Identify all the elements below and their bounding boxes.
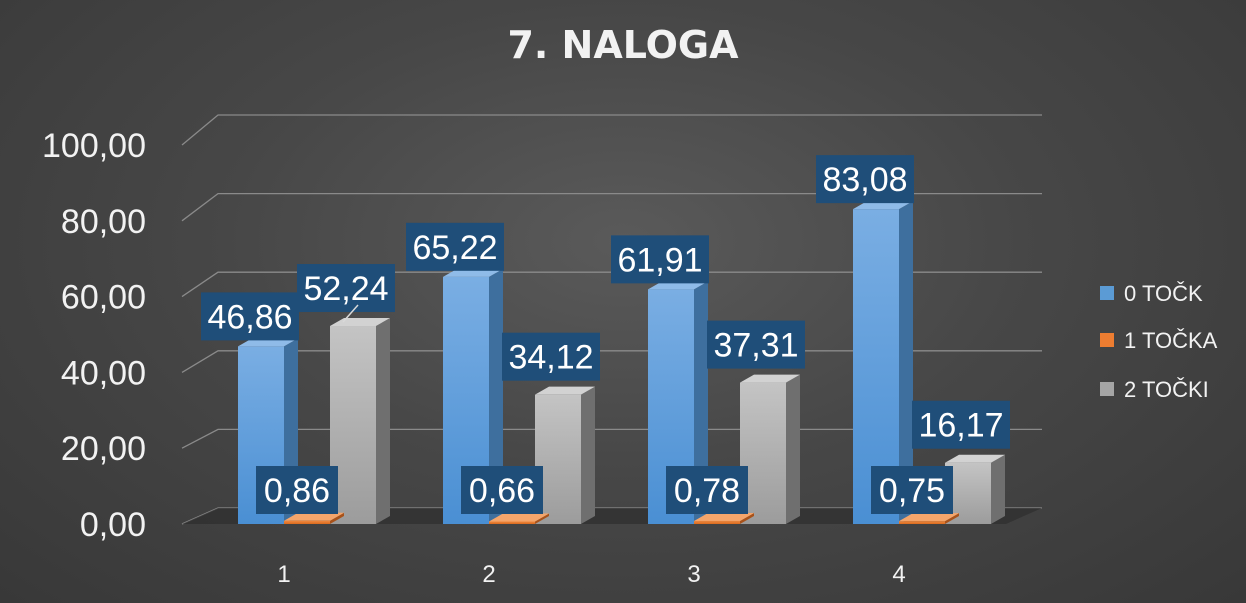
y-tick-label: 20,00: [61, 430, 146, 468]
data-label-box: [502, 332, 600, 381]
bar: [535, 386, 595, 524]
data-label-text: 37,31: [713, 327, 798, 365]
bar-side: [581, 386, 595, 524]
bar-front: [284, 520, 330, 524]
legend: 0 TOČK 1 TOČKA 2 TOČKI: [1100, 281, 1218, 402]
y-tick-label: 60,00: [61, 279, 146, 317]
data-label-text: 0,66: [469, 472, 535, 510]
bar-side: [740, 513, 754, 524]
legend-item: 1 TOČKA: [1100, 328, 1218, 353]
bar-side: [330, 512, 344, 524]
y-tick-label: 40,00: [61, 354, 146, 392]
bar-top: [284, 512, 344, 521]
x-tick-label: 3: [687, 561, 700, 588]
bar-side: [694, 281, 708, 524]
gridline: [181, 114, 1042, 146]
data-label: 16,17: [912, 400, 1010, 449]
data-label: 52,24: [297, 264, 395, 313]
data-label-box: [201, 292, 299, 341]
data-label-box: [297, 264, 395, 313]
data-label: 34,12: [502, 332, 600, 381]
bar-side: [535, 513, 549, 524]
data-label: 46,86: [201, 292, 299, 341]
x-tick-label: 1: [277, 561, 290, 588]
gridline: [181, 271, 1042, 298]
data-label-box: [256, 466, 338, 514]
data-label-text: 0,78: [674, 472, 740, 510]
legend-item: 0 TOČK: [1100, 281, 1203, 306]
bar-top: [694, 513, 754, 522]
data-label-box: [816, 155, 914, 204]
y-axis-ticks: 0,00 20,00 40,00 60,00 80,00 100,00: [42, 127, 146, 544]
chart-title: 7. NALOGA: [507, 23, 739, 67]
data-label-text: 52,24: [303, 270, 388, 308]
data-label-text: 0,86: [264, 472, 330, 510]
data-label-text: 46,86: [207, 298, 292, 336]
legend-label: 0 TOČK: [1124, 281, 1203, 306]
data-label: 37,31: [707, 320, 805, 369]
data-label-box: [707, 320, 805, 369]
data-label: 0,86: [256, 466, 338, 514]
bar-front: [694, 521, 740, 524]
bar-front: [899, 521, 945, 524]
data-label: 61,91: [611, 235, 709, 284]
bar-side: [945, 513, 959, 524]
x-tick-label: 4: [892, 561, 905, 588]
data-label-text: 0,75: [879, 472, 945, 510]
bar-top: [648, 281, 708, 290]
bar: [284, 512, 344, 524]
data-label-box: [666, 466, 748, 514]
legend-swatch: [1100, 333, 1114, 347]
data-label: 0,78: [666, 466, 748, 514]
data-label-box: [611, 235, 709, 284]
data-label-box: [461, 466, 543, 514]
bar-top: [489, 513, 549, 522]
data-label: 0,66: [461, 466, 543, 514]
data-label: 83,08: [816, 155, 914, 204]
y-tick-label: 80,00: [61, 203, 146, 241]
bar-top: [899, 513, 959, 522]
bar-side: [489, 268, 503, 524]
bar-side: [899, 201, 913, 524]
bar-top: [945, 454, 1005, 463]
bar: [489, 513, 549, 524]
bar: [740, 374, 800, 524]
data-label-text: 34,12: [508, 339, 593, 377]
legend-label: 2 TOČKI: [1124, 377, 1209, 402]
bar-side: [991, 454, 1005, 524]
y-tick-label: 100,00: [42, 127, 146, 165]
data-label-box: [871, 466, 953, 514]
data-label-box: [406, 222, 504, 271]
data-labels: 46,86 0,86 52,24 65,22 0,66 34,12 61,91 0,78 37,…: [201, 155, 1010, 514]
legend-item: 2 TOČKI: [1100, 377, 1209, 402]
bar-front: [489, 521, 535, 524]
data-label-text: 61,91: [617, 241, 702, 279]
data-label: 0,75: [871, 466, 953, 514]
data-label-text: 16,17: [918, 407, 1003, 445]
x-axis-ticks: 1 2 3 4: [277, 561, 905, 588]
bar: [899, 513, 959, 524]
legend-label: 1 TOČKA: [1124, 328, 1218, 353]
bar-side: [786, 374, 800, 524]
x-tick-label: 2: [482, 561, 495, 588]
bar-top: [535, 386, 595, 395]
leader-line: [342, 304, 359, 323]
data-label-text: 83,08: [822, 161, 907, 199]
bar: [694, 513, 754, 524]
data-label-text: 65,22: [412, 229, 497, 267]
y-tick-label: 0,00: [80, 506, 146, 544]
gridline: [181, 192, 1042, 222]
legend-swatch: [1100, 382, 1114, 396]
gridlines: [181, 114, 1042, 525]
bar-side: [376, 318, 390, 524]
bar-top: [740, 374, 800, 383]
data-label-box: [912, 400, 1010, 449]
chart-floor: [182, 508, 1042, 524]
bar: [330, 318, 390, 524]
legend-swatch: [1100, 286, 1114, 300]
data-label: 65,22: [406, 222, 504, 271]
